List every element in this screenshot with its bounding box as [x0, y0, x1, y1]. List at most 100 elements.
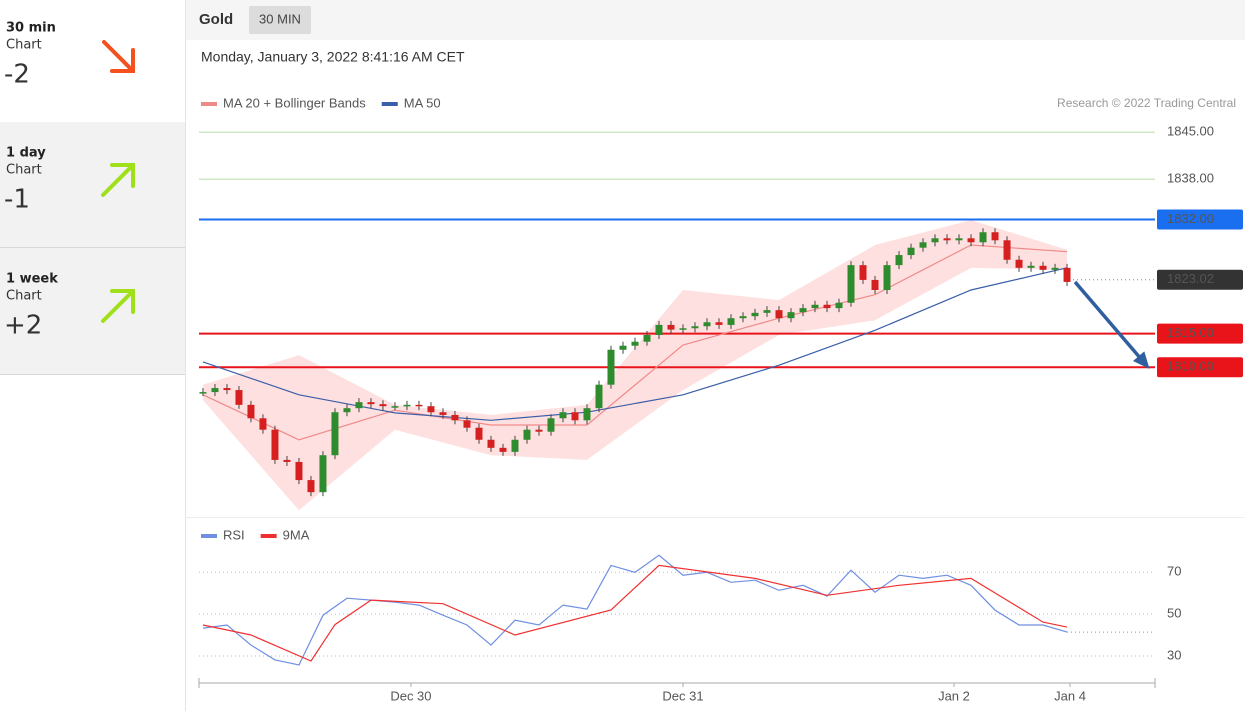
- candle: [343, 408, 351, 413]
- candle: [631, 341, 639, 346]
- level-label: 1810.00: [1167, 359, 1214, 374]
- candle: [931, 238, 939, 243]
- candle: [943, 238, 951, 241]
- candle: [727, 318, 735, 325]
- score: -2: [4, 60, 30, 90]
- candle: [571, 412, 579, 421]
- candle: [655, 324, 663, 335]
- candle: [439, 412, 447, 415]
- header-bar: [186, 0, 1245, 40]
- candle: [379, 404, 387, 407]
- legend-label: 9MA: [283, 527, 310, 542]
- candle: [463, 420, 471, 428]
- candle: [979, 232, 987, 243]
- candle: [1003, 240, 1011, 260]
- period: 1 day: [6, 146, 46, 161]
- candle: [679, 328, 687, 330]
- candle: [271, 429, 279, 460]
- y-tick-label: 30: [1167, 647, 1181, 662]
- candle: [1051, 267, 1059, 270]
- candle: [295, 461, 303, 481]
- candle: [367, 402, 375, 405]
- kind: Chart: [6, 38, 42, 53]
- y-tick-label: 50: [1167, 606, 1181, 621]
- candle: [247, 404, 255, 419]
- candle: [643, 334, 651, 342]
- forecast-arrow-head: [1133, 351, 1150, 369]
- trend-arrow: [101, 163, 135, 197]
- interval: 30 MIN: [259, 11, 301, 26]
- level-tag: [1157, 357, 1243, 378]
- x-tick-label: Dec 31: [662, 688, 703, 703]
- candle: [907, 247, 915, 256]
- candle: [607, 349, 615, 385]
- candle: [307, 480, 315, 493]
- candle: [547, 418, 555, 432]
- instrument: Gold: [199, 11, 233, 28]
- candle: [223, 388, 231, 391]
- legend-swatch: [260, 534, 277, 538]
- candle: [535, 429, 543, 432]
- sidebar-item[interactable]: 30 min Chart -2: [4, 21, 135, 90]
- indicator-line: [202, 554, 1068, 666]
- candle: [451, 414, 459, 421]
- candle: [1063, 267, 1071, 282]
- candle: [355, 402, 363, 409]
- level-label: 1823.02: [1167, 271, 1214, 286]
- legend-label: MA 50: [404, 95, 441, 110]
- candle: [1027, 265, 1035, 268]
- candle: [415, 404, 423, 407]
- candle: [691, 326, 699, 329]
- candle: [199, 392, 207, 394]
- level-label: 1815.00: [1167, 325, 1214, 340]
- ma-line: [202, 267, 1068, 421]
- candle: [259, 418, 267, 430]
- level-tag: [1157, 209, 1243, 230]
- candle: [511, 439, 519, 452]
- candle: [559, 412, 567, 419]
- candle: [799, 308, 807, 313]
- legend-label: MA 20 + Bollinger Bands: [223, 95, 366, 110]
- legend-swatch: [201, 102, 217, 106]
- candle: [715, 322, 723, 325]
- timestamp: Monday, January 3, 2022 8:41:16 AM CET: [201, 49, 465, 65]
- candle: [703, 322, 711, 327]
- x-tick-label: Dec 30: [390, 688, 431, 703]
- candle: [283, 459, 291, 462]
- candle: [391, 406, 399, 408]
- candle: [763, 310, 771, 313]
- candle: [967, 238, 975, 243]
- sidebar-item[interactable]: 1 week Chart +2: [4, 272, 135, 341]
- candle: [619, 345, 627, 350]
- candle: [331, 412, 339, 456]
- score: -1: [4, 185, 30, 215]
- level-label: 1845.00: [1167, 124, 1214, 139]
- candle: [475, 427, 483, 440]
- candle: [883, 265, 891, 290]
- level-tag: [1157, 269, 1243, 290]
- interval-badge[interactable]: [249, 6, 311, 34]
- period: 30 min: [6, 21, 56, 36]
- trend-arrow: [101, 289, 135, 323]
- sidebar-item[interactable]: 1 day Chart -1: [4, 146, 135, 215]
- level-tag: [1157, 323, 1243, 344]
- sidebar-item-bg: [0, 247, 185, 374]
- candle: [487, 439, 495, 448]
- candle: [211, 388, 219, 393]
- candle: [319, 455, 327, 493]
- legend-label: RSI: [223, 527, 245, 542]
- candle: [811, 304, 819, 309]
- candle: [499, 447, 507, 452]
- candle: [787, 312, 795, 319]
- bollinger-band: [202, 220, 1068, 511]
- candle: [823, 304, 831, 309]
- candle: [775, 310, 783, 319]
- credit: Research © 2022 Trading Central: [1057, 96, 1236, 110]
- candle: [835, 302, 843, 309]
- candle: [919, 242, 927, 248]
- candle: [847, 265, 855, 303]
- sidebar-item-bg: [0, 122, 185, 247]
- candle: [667, 324, 675, 330]
